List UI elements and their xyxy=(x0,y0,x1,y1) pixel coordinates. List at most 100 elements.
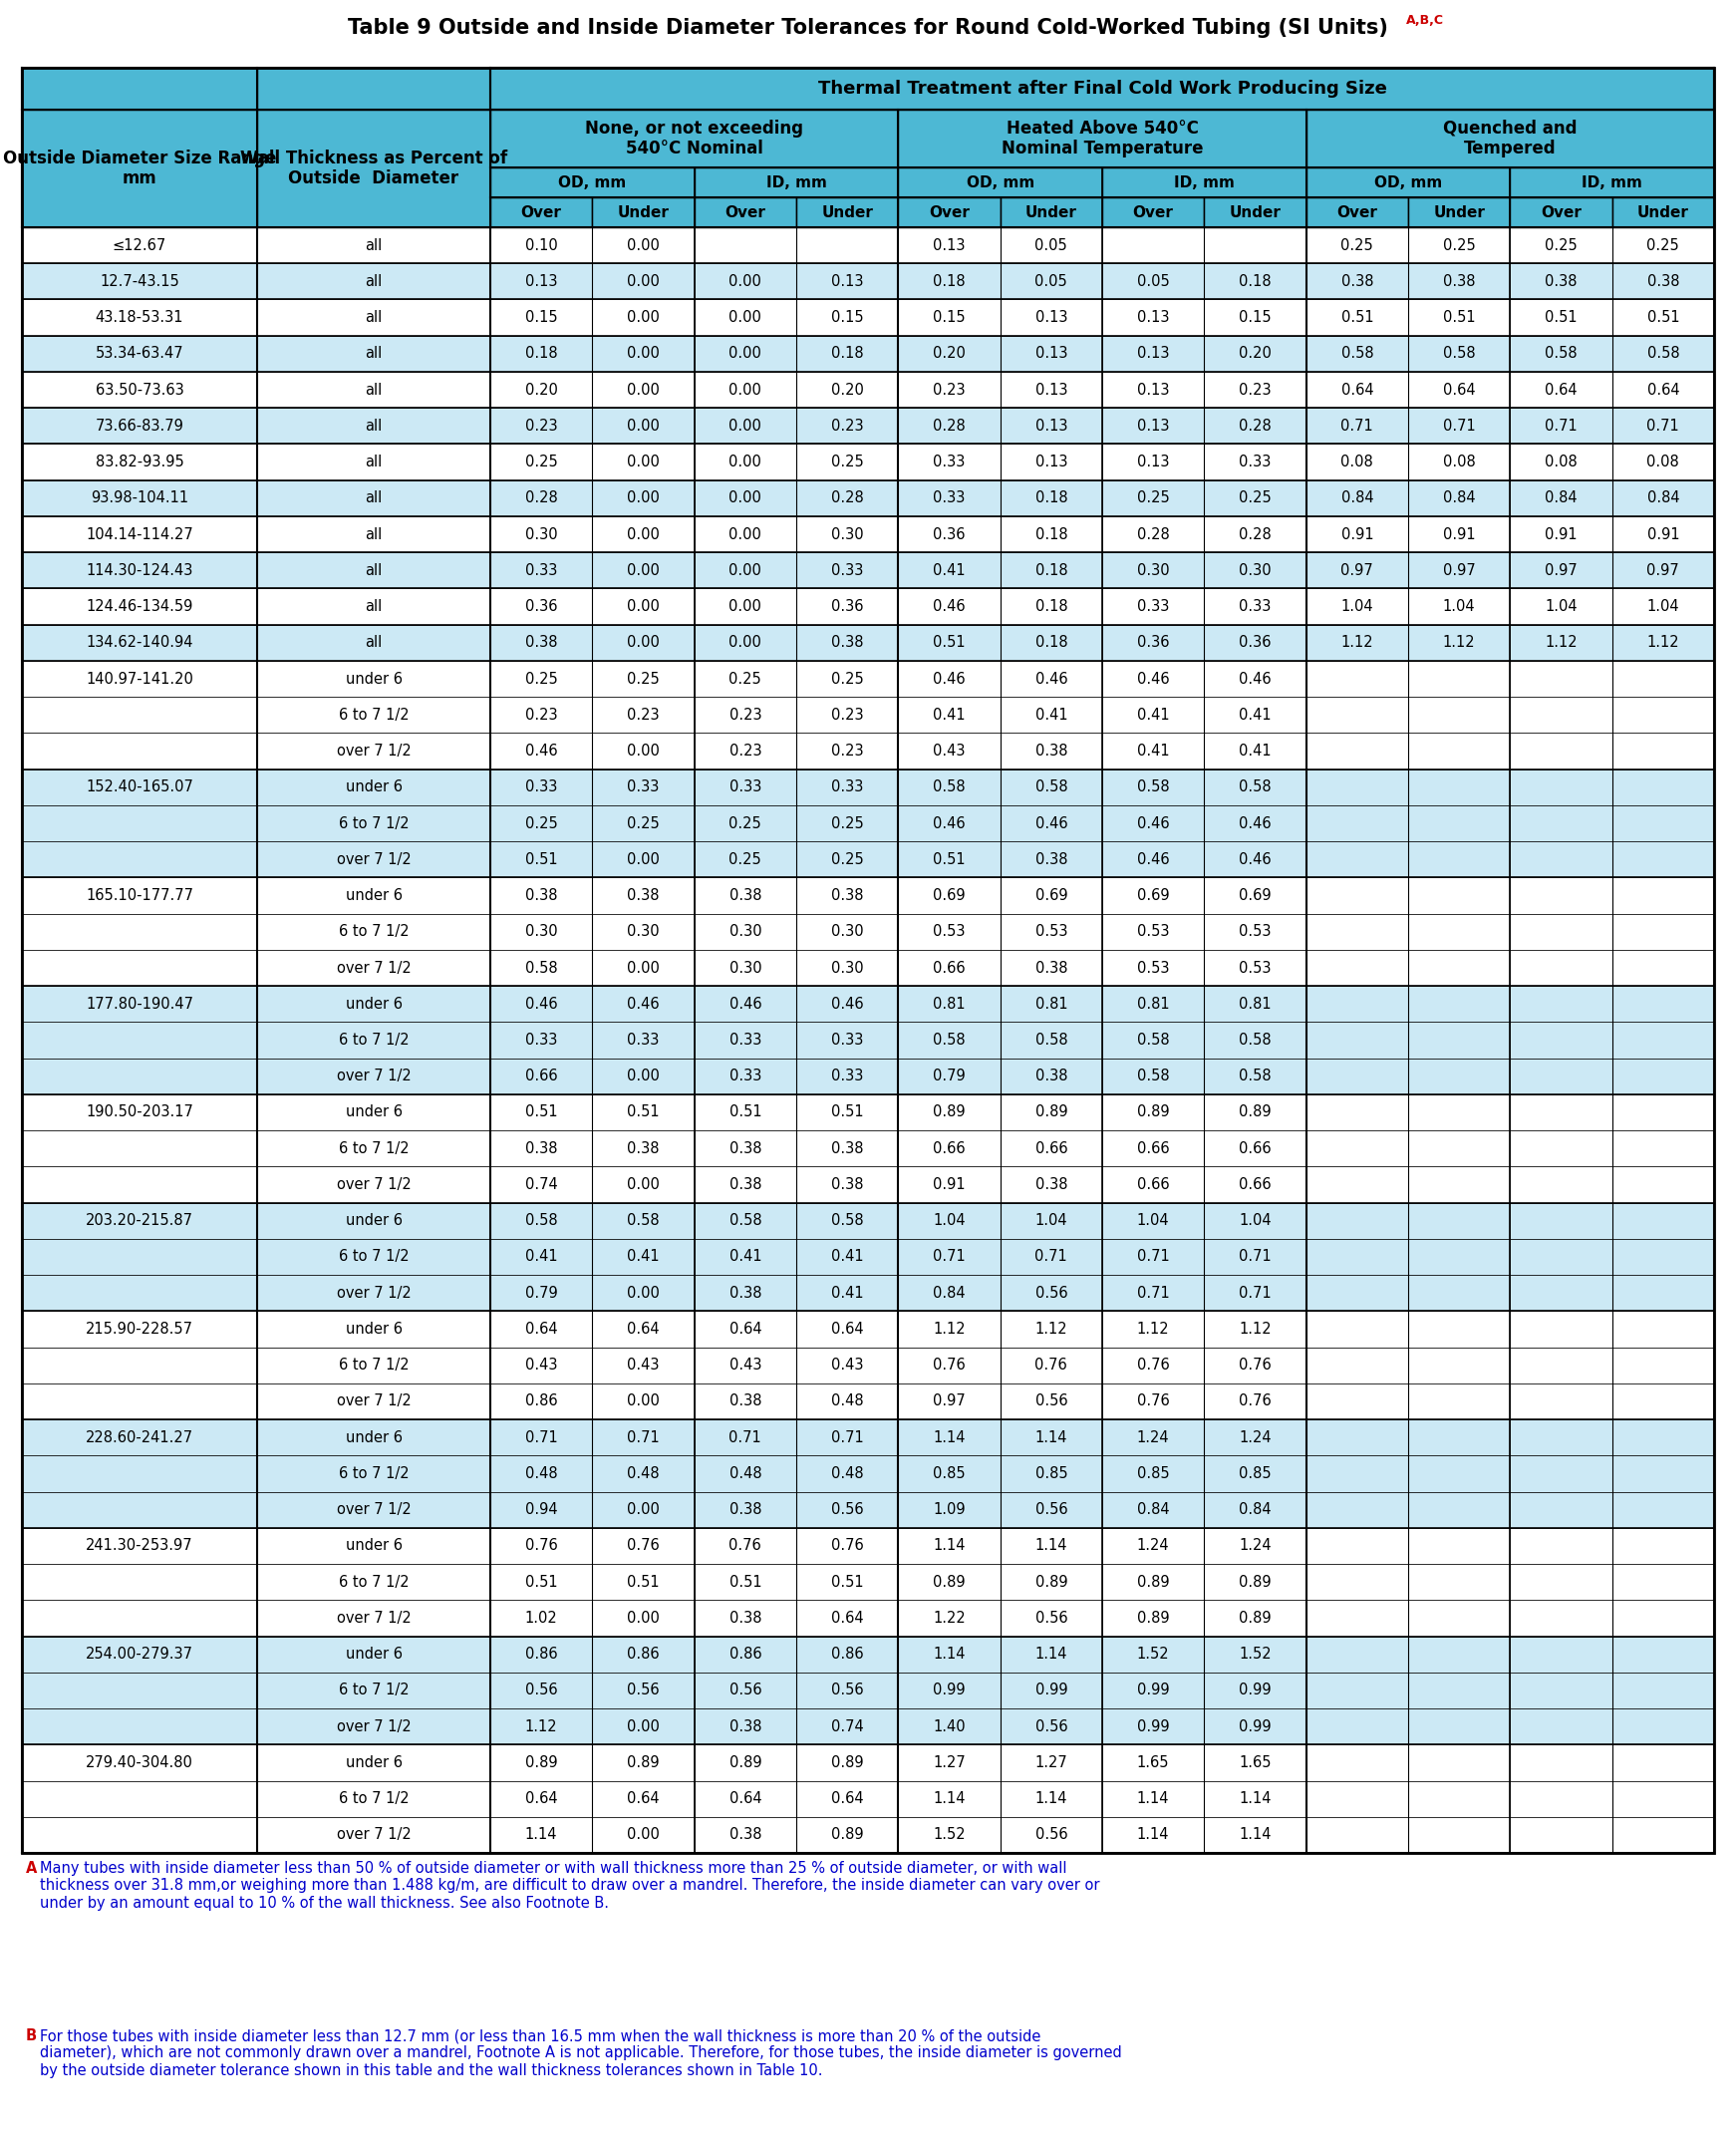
Text: 0.38: 0.38 xyxy=(1545,275,1578,290)
Text: 0.64: 0.64 xyxy=(627,1791,660,1806)
Text: 0.00: 0.00 xyxy=(627,275,660,290)
Text: 0.58: 0.58 xyxy=(524,960,557,975)
Bar xyxy=(1613,1600,1713,1636)
Bar xyxy=(1000,805,1102,842)
Bar xyxy=(1000,769,1102,805)
Bar xyxy=(490,842,592,878)
Bar xyxy=(1613,842,1713,878)
Bar xyxy=(694,1709,797,1746)
Bar xyxy=(898,1780,1000,1816)
Bar xyxy=(23,371,257,408)
Bar xyxy=(694,732,797,769)
Bar xyxy=(898,264,1000,301)
Text: 0.76: 0.76 xyxy=(1240,1357,1271,1372)
Bar xyxy=(1205,1131,1305,1166)
Bar xyxy=(1305,1312,1408,1346)
Text: 1.04: 1.04 xyxy=(1443,599,1476,614)
Text: 0.33: 0.33 xyxy=(832,779,863,794)
Bar xyxy=(23,335,257,371)
Bar xyxy=(898,1419,1000,1456)
Bar xyxy=(1102,985,1205,1022)
Bar xyxy=(1613,1346,1713,1383)
Text: 0.71: 0.71 xyxy=(1137,1286,1170,1301)
Bar xyxy=(1000,1709,1102,1746)
Bar xyxy=(592,1166,694,1202)
Bar xyxy=(1000,1166,1102,1202)
Text: 0.18: 0.18 xyxy=(1035,492,1068,507)
Text: 6 to 7 1/2: 6 to 7 1/2 xyxy=(339,1791,410,1806)
Text: 134.62-140.94: 134.62-140.94 xyxy=(87,636,193,651)
Bar xyxy=(1408,1095,1510,1131)
Bar xyxy=(1000,878,1102,915)
Bar xyxy=(1205,335,1305,371)
Text: 0.38: 0.38 xyxy=(832,889,863,904)
Bar xyxy=(592,481,694,515)
Bar xyxy=(1205,1746,1305,1780)
Bar xyxy=(592,1419,694,1456)
Bar xyxy=(694,371,797,408)
Text: 0.91: 0.91 xyxy=(1340,526,1373,541)
Bar xyxy=(694,588,797,625)
Bar xyxy=(257,1312,490,1346)
Bar xyxy=(797,588,898,625)
Text: 0.71: 0.71 xyxy=(729,1430,762,1445)
Bar xyxy=(1102,1529,1205,1563)
Bar xyxy=(1102,228,1205,264)
Text: 0.41: 0.41 xyxy=(932,709,965,721)
Bar xyxy=(898,1563,1000,1600)
Text: 0.38: 0.38 xyxy=(832,636,863,651)
Text: 0.76: 0.76 xyxy=(1137,1357,1170,1372)
Text: 0.56: 0.56 xyxy=(832,1683,863,1698)
Text: 1.27: 1.27 xyxy=(932,1754,965,1769)
Text: 0.00: 0.00 xyxy=(627,599,660,614)
Text: 0.00: 0.00 xyxy=(627,563,660,578)
Bar xyxy=(898,1166,1000,1202)
Text: 0.13: 0.13 xyxy=(1035,419,1068,434)
Bar xyxy=(257,1673,490,1709)
Bar xyxy=(1510,1202,1613,1239)
Bar xyxy=(1510,915,1613,949)
Bar xyxy=(23,1383,257,1419)
Text: 0.41: 0.41 xyxy=(1137,709,1170,721)
Text: 83.82-93.95: 83.82-93.95 xyxy=(95,455,184,470)
Bar xyxy=(694,1058,797,1095)
Bar xyxy=(1510,732,1613,769)
Bar xyxy=(694,1816,797,1853)
Bar xyxy=(257,69,490,109)
Text: OD, mm: OD, mm xyxy=(559,174,627,189)
Bar xyxy=(1510,1636,1613,1673)
Bar xyxy=(1000,625,1102,661)
Bar xyxy=(898,1456,1000,1492)
Text: 0.18: 0.18 xyxy=(1240,275,1271,290)
Text: OD, mm: OD, mm xyxy=(1375,174,1443,189)
Bar xyxy=(1613,1529,1713,1563)
Bar xyxy=(1000,1636,1102,1673)
Bar xyxy=(257,1239,490,1275)
Bar xyxy=(1613,1383,1713,1419)
Text: 1.24: 1.24 xyxy=(1137,1430,1170,1445)
Bar xyxy=(1408,1202,1510,1239)
Text: under 6: under 6 xyxy=(345,889,403,904)
Bar xyxy=(694,335,797,371)
Text: 0.76: 0.76 xyxy=(1035,1357,1068,1372)
Text: under 6: under 6 xyxy=(345,1430,403,1445)
Bar xyxy=(1510,661,1613,698)
Text: 0.56: 0.56 xyxy=(1035,1503,1068,1518)
Text: 0.51: 0.51 xyxy=(627,1574,660,1589)
Bar xyxy=(1408,301,1510,335)
Text: 6 to 7 1/2: 6 to 7 1/2 xyxy=(339,1250,410,1265)
Text: 1.04: 1.04 xyxy=(1647,599,1679,614)
Bar xyxy=(592,1563,694,1600)
Text: over 7 1/2: over 7 1/2 xyxy=(337,1827,411,1842)
Bar xyxy=(1305,985,1408,1022)
Bar xyxy=(1613,552,1713,588)
Text: 0.71: 0.71 xyxy=(627,1430,660,1445)
Text: 0.85: 0.85 xyxy=(1035,1466,1068,1481)
Text: 0.38: 0.38 xyxy=(524,1140,557,1155)
Text: 1.24: 1.24 xyxy=(1137,1539,1170,1554)
Text: 0.89: 0.89 xyxy=(832,1754,863,1769)
Bar xyxy=(592,878,694,915)
Text: under 6: under 6 xyxy=(345,672,403,687)
Bar xyxy=(1205,408,1305,444)
Bar xyxy=(23,1780,257,1816)
